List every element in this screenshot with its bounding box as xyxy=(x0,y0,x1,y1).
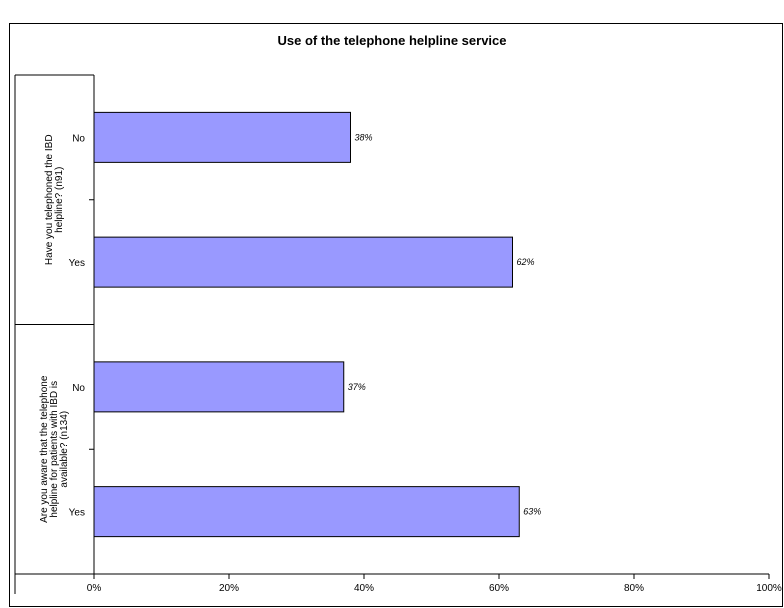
data-label: 38% xyxy=(355,132,373,142)
x-tick-label: 100% xyxy=(756,583,782,594)
data-label: 63% xyxy=(523,507,541,517)
x-tick-label: 40% xyxy=(354,583,374,594)
category-label: No xyxy=(72,133,85,144)
group-label: Are you aware that the telephonehelpline… xyxy=(39,375,70,523)
group-label-line: Are you aware that the telephone xyxy=(39,375,50,523)
x-tick-label: 0% xyxy=(87,583,102,594)
bar xyxy=(93,361,345,413)
category-label: Yes xyxy=(69,258,85,269)
group-label-line: Have you telephoned the IBD xyxy=(44,134,55,265)
data-label: 62% xyxy=(517,257,535,267)
group-label: Have you telephoned the IBDhelpline? (n9… xyxy=(44,134,65,265)
chart-title: Use of the telephone helpline service xyxy=(277,33,507,48)
group-label-line: helpline for patients with IBD is xyxy=(49,381,60,518)
x-tick-label: 20% xyxy=(219,583,239,594)
group-label-line: available? (n134) xyxy=(59,411,70,488)
category-label: Yes xyxy=(69,508,85,519)
chart-frame xyxy=(9,23,783,607)
bar xyxy=(93,236,513,288)
category-label: No xyxy=(72,383,85,394)
group-label-line: helpline? (n91) xyxy=(54,167,65,233)
data-label: 37% xyxy=(348,382,366,392)
x-tick-label: 80% xyxy=(624,583,644,594)
bar xyxy=(93,111,351,163)
x-tick-label: 60% xyxy=(489,583,509,594)
bar xyxy=(93,486,520,538)
